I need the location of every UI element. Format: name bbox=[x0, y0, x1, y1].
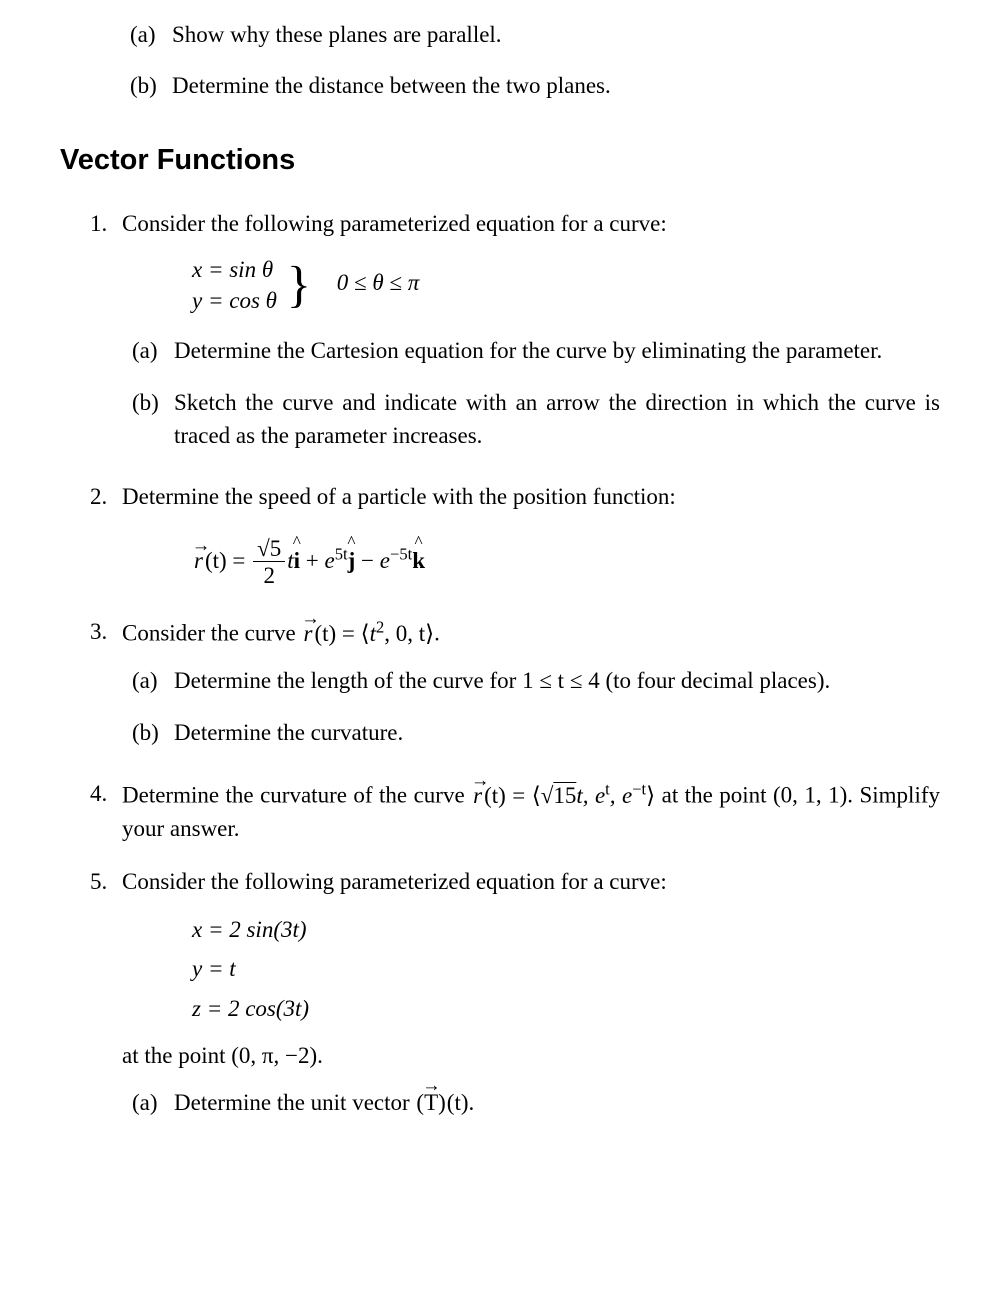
intro-part-a-text: Show why these planes are parallel. bbox=[172, 22, 502, 47]
q1-part-a: (a) Determine the Cartesion equation for… bbox=[132, 334, 940, 367]
q2-minus: − bbox=[355, 548, 379, 573]
problem-3: 3. Consider the curve →r(t) = ⟨t2, 0, t⟩… bbox=[90, 615, 940, 749]
q3-dot: . bbox=[434, 621, 440, 646]
q4-comma: , e bbox=[610, 783, 632, 808]
q5-intro: Consider the following parameterized equ… bbox=[122, 869, 667, 894]
q3a-post: (to four decimal places). bbox=[600, 668, 831, 693]
q3b-text: Determine the curvature. bbox=[174, 720, 403, 745]
q3a-marker: (a) bbox=[132, 664, 158, 697]
q4-post: at the point bbox=[655, 783, 773, 808]
q1b-text: Sketch the curve and indicate with an ar… bbox=[174, 390, 940, 448]
intro-part-a: (a) Show why these planes are parallel. bbox=[130, 18, 940, 51]
q3-part-b: (b) Determine the curvature. bbox=[132, 716, 940, 749]
q4-point: (0, 1, 1) bbox=[773, 783, 847, 808]
problem-list: 1. Consider the following parameterized … bbox=[60, 207, 940, 1120]
q1-eq-row1: x = sin θ bbox=[192, 254, 277, 285]
q5-equation: x = 2 sin(3t) y = t z = 2 cos(3t) bbox=[192, 913, 940, 1025]
q5-row3: z = 2 cos(3t) bbox=[192, 992, 940, 1025]
q2-frac-num: √5 bbox=[253, 536, 285, 562]
q3-intro-pre: Consider the curve bbox=[122, 621, 301, 646]
q2-e1: e bbox=[325, 548, 335, 573]
marker-b: (b) bbox=[130, 69, 157, 102]
q1-intro: Consider the following parameterized equ… bbox=[122, 211, 667, 236]
q2-frac: √5 2 bbox=[253, 536, 285, 590]
q5a-marker: (a) bbox=[132, 1086, 158, 1119]
q4-mid1: (t) = bbox=[484, 783, 532, 808]
q1-subparts: (a) Determine the Cartesion equation for… bbox=[122, 334, 940, 452]
q2-intro: Determine the speed of a particle with t… bbox=[122, 484, 676, 509]
q1b-marker: (b) bbox=[132, 386, 159, 419]
q5-at-line: at the point (0, π, −2). bbox=[122, 1039, 940, 1072]
q5a-pre: Determine the unit vector bbox=[174, 1090, 415, 1115]
right-brace-icon: } bbox=[287, 262, 311, 308]
intro-subparts: (a) Show why these planes are parallel. … bbox=[60, 18, 940, 103]
marker-a: (a) bbox=[130, 18, 156, 51]
q3-subparts: (a) Determine the length of the curve fo… bbox=[122, 664, 940, 749]
q3-part-a: (a) Determine the length of the curve fo… bbox=[132, 664, 940, 697]
q2-j: j bbox=[348, 548, 356, 573]
q4-sqrt: 15 bbox=[553, 783, 576, 808]
q1-part-b: (b) Sketch the curve and indicate with a… bbox=[132, 386, 940, 453]
q4-after: t, e bbox=[576, 783, 605, 808]
problem-5: 5. Consider the following parameterized … bbox=[90, 865, 940, 1119]
q3a-pre: Determine the length of the curve for bbox=[174, 668, 522, 693]
q1-eq-cond: 0 ≤ θ ≤ π bbox=[337, 270, 420, 295]
q4-pre: Determine the curvature of the curve bbox=[122, 783, 471, 808]
q2-i: i bbox=[294, 548, 300, 573]
problem-2: 2. Determine the speed of a particle wit… bbox=[90, 480, 940, 589]
q3-post1: (t) = bbox=[314, 621, 360, 646]
problem-4: 4. Determine the curvature of the curve … bbox=[90, 777, 940, 845]
q4-e2: −t bbox=[632, 779, 646, 798]
q4-marker: 4. bbox=[90, 777, 107, 810]
q4-sqrt-sym: √ bbox=[541, 779, 554, 812]
q5-row2: y = t bbox=[192, 952, 940, 985]
q2-frac-den: 2 bbox=[253, 562, 285, 590]
q3-post3: , 0, t bbox=[384, 621, 425, 646]
q5-marker: 5. bbox=[90, 865, 107, 898]
q2-k: k bbox=[412, 548, 425, 573]
intro-part-b: (b) Determine the distance between the t… bbox=[130, 69, 940, 102]
problem-1: 1. Consider the following parameterized … bbox=[90, 207, 940, 452]
q2-e2: e bbox=[380, 548, 390, 573]
q5a-post: (t). bbox=[447, 1090, 474, 1115]
q3-marker: 3. bbox=[90, 615, 107, 648]
q5-point: (0, π, −2) bbox=[231, 1043, 317, 1068]
q2-plus: + bbox=[300, 548, 324, 573]
q1-equation: x = sin θ y = cos θ } 0 ≤ θ ≤ π bbox=[192, 254, 940, 316]
q5-row1: x = 2 sin(3t) bbox=[192, 913, 940, 946]
q2-equation: →r(t) = √5 2 t^i + e5t^j − e−5t^k bbox=[192, 536, 940, 590]
q2-arg: (t) = bbox=[205, 548, 251, 573]
q1a-marker: (a) bbox=[132, 334, 158, 367]
q2-marker: 2. bbox=[90, 480, 107, 513]
q3a-cond: 1 ≤ t ≤ 4 bbox=[522, 668, 600, 693]
q5-subparts: (a) Determine the unit vector →(T)(t). bbox=[122, 1086, 940, 1119]
q1-eq-row2: y = cos θ bbox=[192, 285, 277, 316]
q2-e1exp: 5t bbox=[335, 544, 348, 563]
q3b-marker: (b) bbox=[132, 716, 159, 749]
section-heading: Vector Functions bbox=[60, 139, 940, 181]
q5-at-post: . bbox=[317, 1043, 323, 1068]
q5-at-pre: at the point bbox=[122, 1043, 231, 1068]
q2-e2exp: −5t bbox=[390, 544, 412, 563]
q1a-text: Determine the Cartesion equation for the… bbox=[174, 338, 882, 363]
q5-part-a: (a) Determine the unit vector →(T)(t). bbox=[132, 1086, 940, 1119]
q1-marker: 1. bbox=[90, 207, 107, 240]
intro-part-b-text: Determine the distance between the two p… bbox=[172, 73, 611, 98]
